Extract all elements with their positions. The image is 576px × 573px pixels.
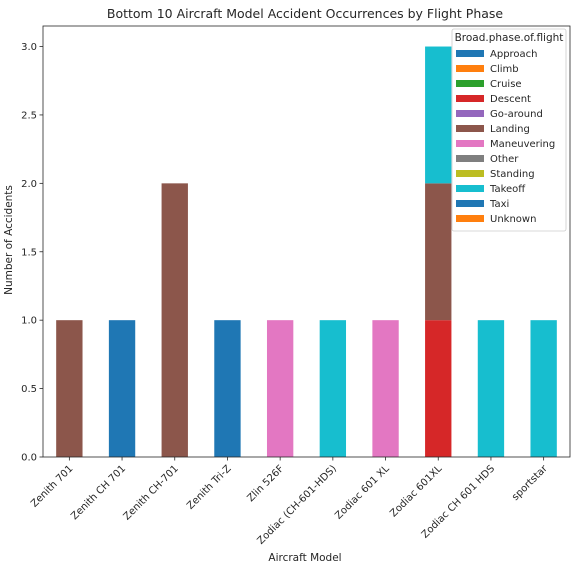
bar-takeoff-5	[319, 320, 347, 457]
legend-entry: Maneuvering	[490, 139, 555, 150]
x-tick-label: Zenith CH-701	[122, 463, 181, 522]
legend-entry: Go-around	[490, 109, 543, 120]
legend-swatch	[456, 155, 484, 162]
legend-swatch	[456, 110, 484, 117]
bar-takeoff-9	[530, 320, 557, 457]
legend-swatch	[456, 140, 484, 147]
bar-landing-0	[56, 320, 83, 457]
legend-swatch	[456, 80, 484, 87]
legend-entry: Takeoff	[489, 184, 526, 195]
bar-maneuvering-4	[266, 320, 294, 457]
legend-swatch	[456, 200, 484, 207]
legend-title: Broad.phase.of.flight	[455, 32, 564, 44]
legend-entry: Landing	[490, 124, 530, 135]
bar-landing-2	[161, 183, 188, 457]
plot-frame	[42, 25, 571, 458]
bar-taxi-1	[108, 320, 136, 457]
y-tick-label: 1.0	[21, 316, 37, 327]
legend-entry: Cruise	[490, 79, 522, 90]
legend-swatch	[456, 50, 484, 57]
legend-entry: Descent	[490, 94, 531, 105]
y-tick-label: 2.5	[21, 110, 37, 121]
legend-swatch	[456, 95, 484, 102]
legend-entry: Approach	[490, 49, 538, 60]
y-tick-label: 2.0	[21, 179, 37, 190]
x-tick-label: Zenith 701	[29, 463, 75, 509]
legend-entry: Taxi	[489, 199, 509, 210]
legend-entry: Climb	[490, 64, 519, 75]
y-tick-label: 3.0	[21, 42, 37, 53]
y-tick-label: 0.5	[21, 384, 37, 395]
y-axis-label: Number of Accidents	[3, 185, 15, 295]
x-tick-label: Zenith Tri-Z	[185, 463, 234, 512]
bar-takeoff-8	[477, 320, 505, 457]
x-tick-label: sportstar	[510, 463, 550, 503]
x-tick-label: Zodiac 601 XL	[333, 463, 392, 522]
y-tick-label: 0.0	[21, 453, 37, 464]
bar-landing-7	[425, 183, 452, 321]
legend-swatch	[456, 215, 484, 222]
legend-entry: Unknown	[490, 214, 536, 225]
bar-maneuvering-6	[372, 320, 399, 457]
bar-takeoff-7	[425, 46, 452, 184]
legend-box	[451, 28, 567, 232]
x-tick-label: Zlin 526F	[245, 463, 286, 504]
bars-layer	[56, 46, 557, 457]
legend: Broad.phase.of.flight Approach Climb Cruise…	[451, 28, 567, 232]
x-tick-label: Zodiac 601XL	[388, 463, 444, 519]
bar-taxi-3	[214, 320, 241, 457]
y-tick-label: 1.5	[21, 247, 37, 258]
legend-swatch	[456, 170, 484, 177]
legend-entry: Other	[490, 154, 519, 165]
chart-title: Bottom 10 Aircraft Model Accident Occurr…	[107, 6, 504, 21]
legend-entry: Standing	[490, 169, 535, 180]
x-tick-label: Zenith CH 701	[69, 463, 128, 522]
x-axis-label: Aircraft Model	[268, 552, 341, 564]
legend-swatch	[456, 125, 484, 132]
bar-descent-7	[425, 320, 452, 457]
legend-swatch	[456, 65, 484, 72]
legend-swatch	[456, 185, 484, 192]
